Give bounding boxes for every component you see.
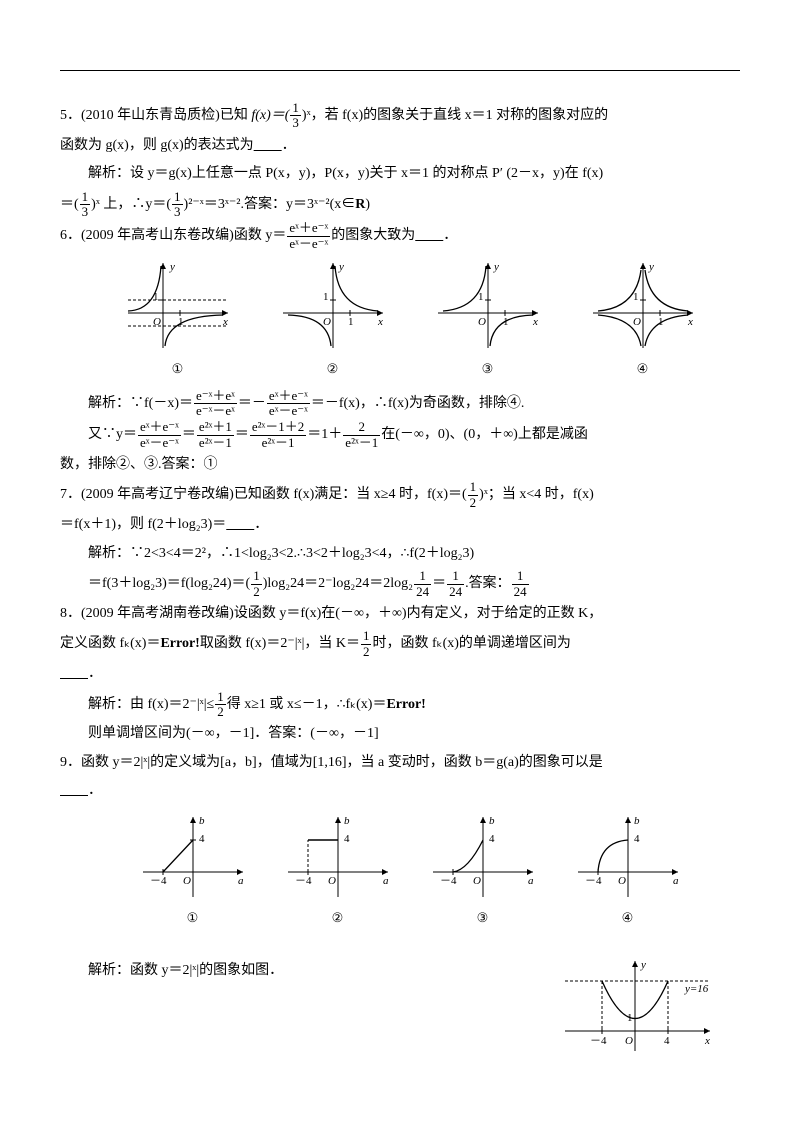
svg-text:O: O xyxy=(328,875,336,887)
q7-blank xyxy=(226,517,254,532)
error-text: Error! xyxy=(160,636,199,651)
q5-fx: f(x)＝( xyxy=(251,108,289,123)
q8-line2: 定义函数 fₖ(x)＝Error!取函数 f(x)＝2⁻|ˣ|，当 K＝12时，… xyxy=(60,629,740,659)
q5-sol2: ＝(13)ˣ 上，∴y＝(13)²⁻ˣ＝3ˣ⁻².答案：y＝3ˣ⁻²(x∈R) xyxy=(60,190,740,220)
svg-text:4: 4 xyxy=(634,833,640,845)
svg-text:O: O xyxy=(625,1035,633,1047)
q5-stem: 5．(2010 年山东青岛质检)已知 f(x)＝(13)ˣ，若 f(x)的图象关… xyxy=(60,101,740,131)
q5-frac: 13 xyxy=(290,101,301,131)
svg-text:a: a xyxy=(383,875,389,887)
svg-text:b: b xyxy=(489,815,495,827)
q9-blank xyxy=(60,783,88,798)
q9-sol-graph: x y O 1 y=16 －4 4 xyxy=(560,956,720,1056)
svg-text:4: 4 xyxy=(199,833,205,845)
svg-text:O: O xyxy=(478,316,486,328)
svg-text:y=16: y=16 xyxy=(684,983,709,995)
svg-text:a: a xyxy=(673,875,679,887)
svg-text:－4: －4 xyxy=(150,875,167,887)
svg-text:－4: －4 xyxy=(295,875,312,887)
q6-sol3: 数，排除②、③.答案：① xyxy=(60,452,740,479)
svg-text:a: a xyxy=(528,875,534,887)
svg-text:O: O xyxy=(633,316,641,328)
svg-text:－4: －4 xyxy=(590,1035,607,1047)
svg-text:a: a xyxy=(238,875,244,887)
q8-sol1: 解析：由 f(x)＝2⁻|ˣ|≤12得 x≥1 或 x≤－1，∴fₖ(x)＝Er… xyxy=(60,690,740,720)
q9-sol-row: x y O 1 y=16 －4 4 解析：函数 y＝2|ˣ|的图象如图． xyxy=(60,956,740,1056)
q6-graph-1: x y O 1 1 ① xyxy=(123,258,233,382)
q5-prefix: 5．(2010 年山东青岛质检)已知 xyxy=(60,108,251,123)
q6-graph-3: x y O 1 1 ③ xyxy=(433,258,543,382)
svg-text:－4: －4 xyxy=(585,875,602,887)
top-rule xyxy=(60,70,740,71)
q6-frac: eˣ＋e⁻ˣeˣ－e⁻ˣ xyxy=(287,221,330,251)
q8-blank xyxy=(60,666,88,681)
q5-blank xyxy=(254,138,282,153)
svg-text:4: 4 xyxy=(344,833,350,845)
q9-graph-4: a b O 4 －4 ④ xyxy=(573,812,683,931)
q9-stem: 9．函数 y＝2|ˣ|的定义域为[a，b]，值域为[1,16]，当 a 变动时，… xyxy=(60,750,740,777)
svg-text:y: y xyxy=(169,261,175,273)
svg-text:x: x xyxy=(687,316,693,328)
q6-sol1: 解析：∵f(－x)＝e⁻ˣ＋eˣe⁻ˣ－eˣ＝－eˣ＋e⁻ˣeˣ－e⁻ˣ＝－f(… xyxy=(60,389,740,419)
svg-text:b: b xyxy=(344,815,350,827)
svg-text:b: b xyxy=(199,815,205,827)
svg-text:1: 1 xyxy=(323,291,329,303)
svg-text:－4: －4 xyxy=(440,875,457,887)
q6-graph-4: x y O 1 1 ④ xyxy=(588,258,698,382)
svg-text:x: x xyxy=(377,316,383,328)
q8-sol2: 则单调增区间为(－∞，－1]．答案：(－∞，－1] xyxy=(60,721,740,748)
q6-sol2: 又∵y＝eˣ＋e⁻ˣeˣ－e⁻ˣ＝e²ˣ＋1e²ˣ－1＝e²ˣ－1＋2e²ˣ－1… xyxy=(60,420,740,450)
q7-sol2: ＝f(3＋log₂3)＝f(log₂24)＝(12)log₂24＝2⁻log₂2… xyxy=(60,569,740,599)
svg-text:4: 4 xyxy=(489,833,495,845)
q9-graphs: a b O 4 －4 ① a b O 4 －4 ② a xyxy=(60,807,740,936)
q8-blank-line: ． xyxy=(60,661,740,688)
svg-text:y: y xyxy=(640,959,646,971)
svg-text:4: 4 xyxy=(664,1035,670,1047)
q5-sol1: 解析：设 y＝g(x)上任意一点 P(x，y)，P(x，y)关于 x＝1 的对称… xyxy=(60,161,740,188)
svg-text:x: x xyxy=(532,316,538,328)
svg-text:y: y xyxy=(338,261,344,273)
svg-text:O: O xyxy=(183,875,191,887)
q7-stem: 7．(2009 年高考辽宁卷改编)已知函数 f(x)满足：当 x≥4 时，f(x… xyxy=(60,480,740,510)
q9-blankline: ． xyxy=(60,778,740,805)
q9-graph-1: a b O 4 －4 ① xyxy=(138,812,248,931)
svg-text:1: 1 xyxy=(348,316,354,328)
q7-sol1: 解析：∵2<3<4＝2²，∴1<log₂3<2.∴3<2＋log₂3<4，∴f(… xyxy=(60,541,740,568)
svg-text:y: y xyxy=(648,261,654,273)
q6-blank xyxy=(415,228,443,243)
q6-stem: 6．(2009 年高考山东卷改编)函数 y＝eˣ＋e⁻ˣeˣ－e⁻ˣ的图象大致为… xyxy=(60,221,740,251)
q6-graphs: x y O 1 1 ① x y O 1 1 ② xyxy=(60,253,740,387)
q5-after: )ˣ，若 f(x)的图象关于直线 x＝1 对称的图象对应的 xyxy=(302,108,608,123)
svg-text:O: O xyxy=(323,316,331,328)
q6-graph-2: x y O 1 1 ② xyxy=(278,258,388,382)
svg-text:x: x xyxy=(704,1035,710,1047)
svg-text:O: O xyxy=(618,875,626,887)
q9-graph-2: a b O 4 －4 ② xyxy=(283,812,393,931)
q9-graph-3: a b O 4 －4 ③ xyxy=(428,812,538,931)
q7-line2: ＝f(x＋1)，则 f(2＋log₂3)＝ ． xyxy=(60,512,740,539)
svg-text:b: b xyxy=(634,815,640,827)
svg-text:O: O xyxy=(473,875,481,887)
svg-text:y: y xyxy=(493,261,499,273)
q8-stem: 8．(2009 年高考湖南卷改编)设函数 y＝f(x)在(－∞，＋∞)内有定义，… xyxy=(60,601,740,628)
q5-line2: 函数为 g(x)，则 g(x)的表达式为 ． xyxy=(60,133,740,160)
